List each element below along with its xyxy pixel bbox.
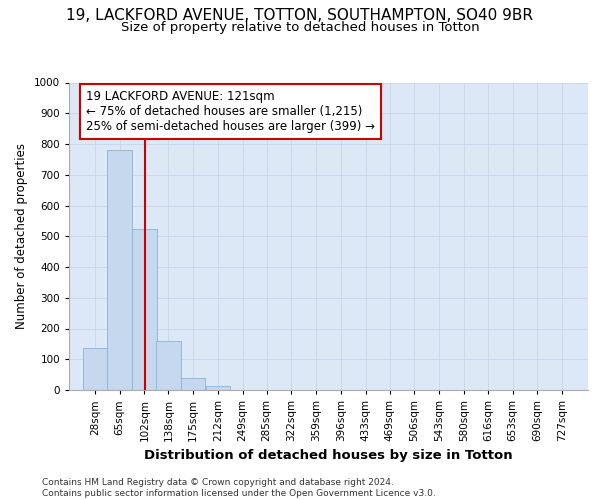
Text: 19, LACKFORD AVENUE, TOTTON, SOUTHAMPTON, SO40 9BR: 19, LACKFORD AVENUE, TOTTON, SOUTHAMPTON… xyxy=(67,8,533,22)
Y-axis label: Number of detached properties: Number of detached properties xyxy=(15,143,28,329)
Bar xyxy=(181,378,205,390)
Bar xyxy=(132,228,157,390)
Text: Size of property relative to detached houses in Totton: Size of property relative to detached ho… xyxy=(121,21,479,34)
Text: Contains HM Land Registry data © Crown copyright and database right 2024.
Contai: Contains HM Land Registry data © Crown c… xyxy=(42,478,436,498)
Bar xyxy=(206,386,230,390)
X-axis label: Distribution of detached houses by size in Totton: Distribution of detached houses by size … xyxy=(144,450,513,462)
Text: 19 LACKFORD AVENUE: 121sqm
← 75% of detached houses are smaller (1,215)
25% of s: 19 LACKFORD AVENUE: 121sqm ← 75% of deta… xyxy=(86,90,376,133)
Bar xyxy=(83,348,107,390)
Bar xyxy=(156,342,181,390)
Bar xyxy=(107,150,132,390)
